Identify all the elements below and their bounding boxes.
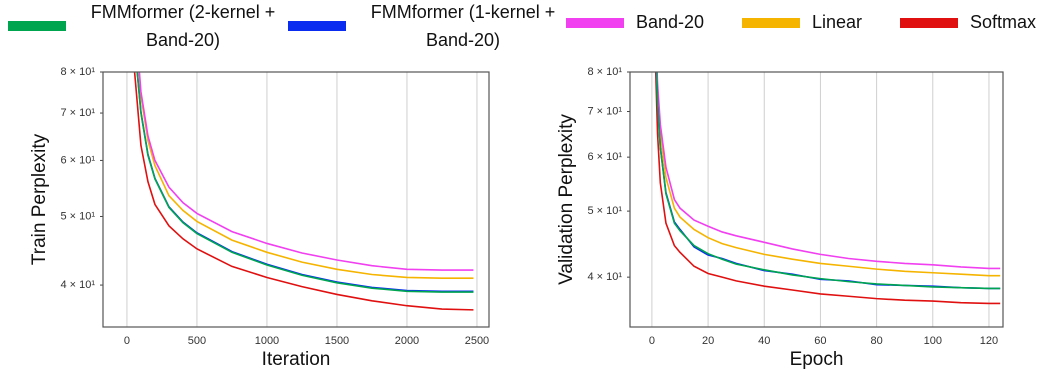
x-tick-label: 2000 — [395, 335, 419, 347]
x-tick-label: 1500 — [325, 335, 349, 347]
series-line — [655, 72, 1001, 290]
x-axis-label: Iteration — [262, 349, 331, 370]
legend-swatch — [8, 21, 66, 31]
x-tick-label: 120 — [980, 335, 998, 347]
legend-label: FMMformer (2-kernel + Band-20) — [90, 2, 276, 50]
x-tick-label: 20 — [702, 335, 714, 347]
y-tick-label: 6 × 10¹ — [587, 151, 622, 163]
y-tick-label: 8 × 10¹ — [60, 66, 95, 78]
lines — [654, 72, 1001, 305]
series-line — [656, 72, 1001, 270]
x-tick-label: 40 — [758, 335, 770, 347]
series-line — [136, 72, 474, 293]
y-tick-label: 7 × 10¹ — [60, 107, 95, 119]
legend-item: FMMformer (2-kernel + Band-20) — [8, 0, 288, 54]
plot-frame — [629, 71, 1004, 328]
subplot: 0 20 40 60 80 100 120 4 × 10¹ 5 × 10¹ 6 × 10¹ 7 × … — [556, 66, 1004, 370]
legend-swatch — [566, 17, 624, 28]
y-tick-label: 6 × 10¹ — [60, 154, 95, 166]
series-line — [656, 72, 1001, 277]
legend-label: Linear — [812, 12, 863, 32]
legend-item: Linear — [742, 12, 862, 33]
subplot: 0 500 1000 1500 2000 2500 4 × 10¹ 5 × 10¹ 6 × 10… — [29, 66, 490, 370]
legend-label: Softmax — [970, 12, 1037, 32]
y-tick-label: 5 × 10¹ — [587, 205, 622, 217]
x-tick-label: 0 — [124, 335, 130, 347]
series-line — [138, 72, 474, 280]
x-tick-label: 60 — [814, 335, 826, 347]
y-tick-label: 8 × 10¹ — [587, 66, 622, 78]
x-tick-label: 1000 — [255, 335, 279, 347]
y-axis-label: Validation Perplexity — [556, 114, 577, 285]
legend-item: Band-20 — [566, 12, 704, 33]
x-tick-label: 80 — [870, 335, 882, 347]
plot-frame — [102, 71, 490, 328]
y-tick-label: 4 × 10¹ — [587, 271, 622, 283]
series-line — [655, 72, 1001, 290]
legend: FMMformer (2-kernel + Band-20) FMMformer … — [0, 0, 1061, 60]
legend-label: FMMformer (1-kernel + Band-20) — [370, 2, 556, 50]
y-tick-label: 4 × 10¹ — [60, 279, 95, 291]
y-tick-label: 5 × 10¹ — [60, 210, 95, 222]
y-tick-label: 7 × 10¹ — [587, 105, 622, 117]
x-tick-label: 100 — [924, 335, 942, 347]
legend-swatch — [742, 17, 800, 28]
legend-item: Softmax — [900, 12, 1036, 33]
series-line — [133, 72, 474, 311]
lines — [133, 72, 474, 311]
x-axis-label: Epoch — [790, 349, 844, 370]
y-axis-label: Train Perplexity — [29, 133, 50, 265]
legend-swatch — [900, 17, 958, 28]
legend-label: Band-20 — [636, 12, 705, 32]
x-tick-label: 500 — [188, 335, 206, 347]
legend-swatch — [288, 21, 346, 31]
series-line — [138, 72, 474, 271]
x-tick-label: 2500 — [465, 335, 489, 347]
x-tick-label: 0 — [649, 335, 655, 347]
series-line — [654, 72, 1001, 305]
legend-item: FMMformer (1-kernel + Band-20) — [288, 0, 568, 54]
